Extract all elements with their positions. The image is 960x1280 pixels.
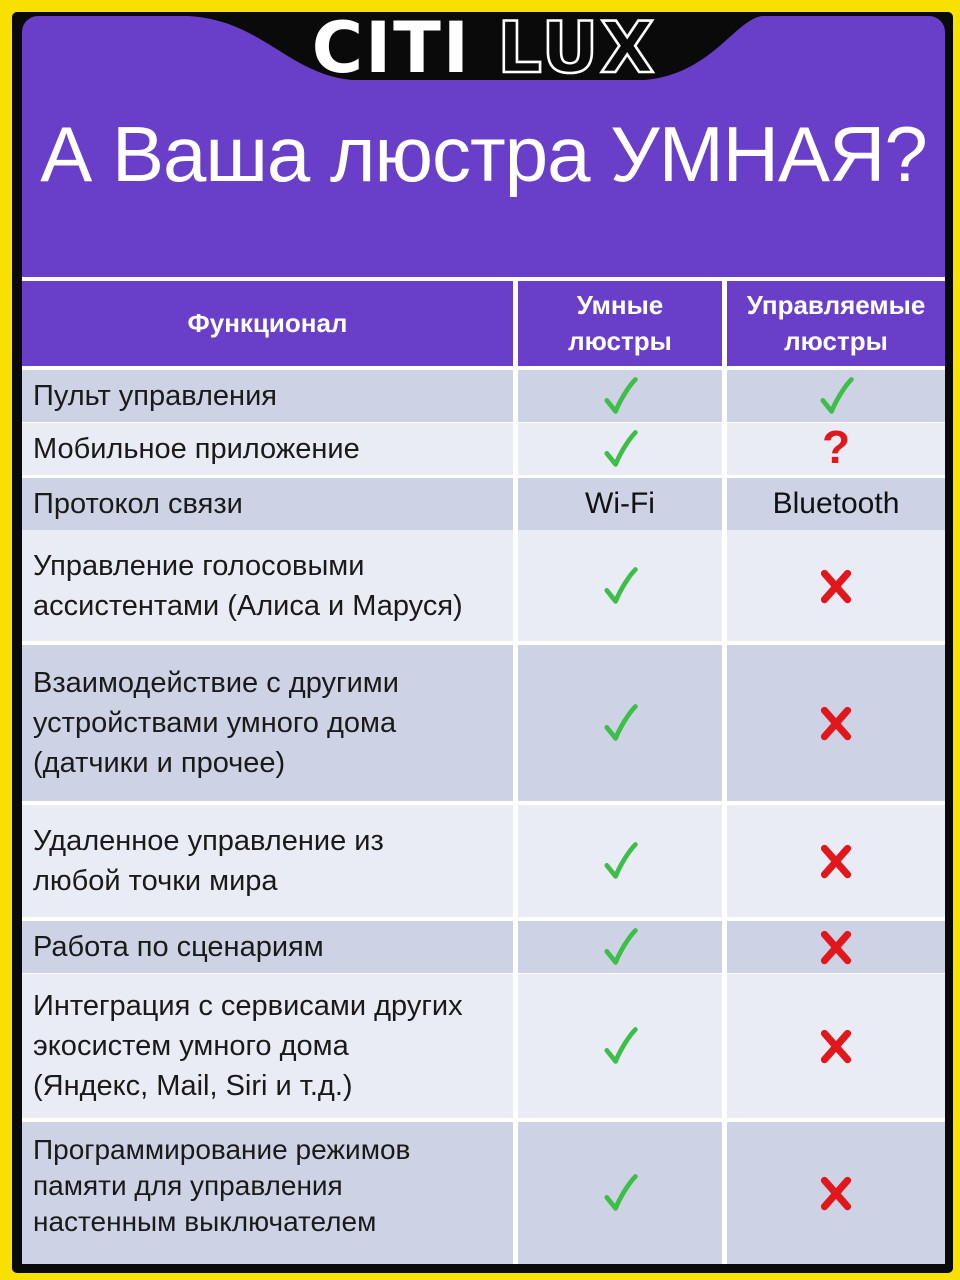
- smart-value-cell: [518, 1122, 722, 1264]
- managed-value-cell: [727, 530, 945, 642]
- protocol-value: Wi-Fi: [585, 486, 655, 520]
- feature-label-cell: Мобильное приложение: [22, 422, 513, 475]
- smart-value-cell: [518, 805, 722, 918]
- black-frame: CITI LUX А Ваша люстра УМНАЯ? Функционал…: [12, 12, 953, 1273]
- cross-icon: [820, 569, 852, 604]
- managed-value-cell: [727, 645, 945, 802]
- feature-label-cell: Интеграция с сервисами других экосистем …: [22, 974, 513, 1119]
- feature-label-cell: Программирование режимов памяти для упра…: [22, 1122, 513, 1264]
- managed-value-cell: [727, 921, 945, 974]
- check-icon: [604, 704, 638, 742]
- banner-curve: [188, 16, 762, 80]
- table-row: Удаленное управление из любой точки мира: [22, 805, 945, 918]
- feature-label-cell: Удаленное управление из любой точки мира: [22, 805, 513, 918]
- check-icon: [604, 566, 638, 604]
- smart-value-cell: [518, 921, 722, 974]
- managed-value-cell: ?: [727, 420, 945, 475]
- feature-label-cell: Взаимодействие с другими устройствами ум…: [22, 645, 513, 802]
- smart-value-cell: [518, 645, 722, 802]
- managed-value-cell: [727, 974, 945, 1119]
- cross-icon: [820, 707, 852, 741]
- header-cell-smart: Умные люстры: [518, 281, 722, 366]
- table-row: Работа по сценариям: [22, 921, 945, 974]
- citilux-logo: CITI LUX: [312, 16, 657, 82]
- smart-value-cell: Wi-Fi: [518, 477, 722, 530]
- check-icon: [604, 377, 638, 414]
- cross-icon: [820, 1176, 852, 1211]
- table-row: Управление голосовыми ассистентами (Алис…: [22, 530, 945, 642]
- managed-value-cell: Bluetooth: [727, 477, 945, 530]
- check-icon: [604, 842, 638, 880]
- check-icon: [604, 928, 638, 966]
- managed-value-cell: [727, 805, 945, 918]
- managed-value-cell: [727, 1122, 945, 1264]
- cross-icon: [820, 1029, 852, 1064]
- table-row: Пульт управления: [22, 370, 945, 423]
- table-row: Программирование режимов памяти для упра…: [22, 1122, 945, 1264]
- protocol-value: Bluetooth: [772, 486, 900, 520]
- logo-citi: CITI: [312, 16, 471, 82]
- table-header-row: Функционал Умные люстры Управляемые люст…: [22, 281, 945, 366]
- cross-icon: [820, 931, 852, 965]
- table-row: Интеграция с сервисами других экосистем …: [22, 974, 945, 1119]
- header-cell-managed: Управляемые люстры: [727, 281, 945, 366]
- smart-value-cell: [518, 370, 722, 423]
- check-icon: [820, 377, 854, 414]
- question-mark-icon: ?: [821, 420, 851, 473]
- cross-icon: [820, 845, 852, 879]
- smart-value-cell: [518, 974, 722, 1119]
- smart-value-cell: [518, 422, 722, 475]
- check-icon: [604, 1174, 638, 1211]
- feature-label-cell: Протокол связи: [22, 477, 513, 530]
- smart-value-cell: [518, 530, 722, 642]
- table-row: Протокол связи Wi-Fi Bluetooth: [22, 477, 945, 530]
- purple-panel: CITI LUX А Ваша люстра УМНАЯ? Функционал…: [22, 16, 945, 1264]
- logo-banner: CITI LUX: [188, 16, 762, 82]
- managed-value-cell: [727, 370, 945, 423]
- header-cell-feature: Функционал: [22, 281, 513, 366]
- table-row: Мобильное приложение ?: [22, 420, 945, 475]
- feature-label-cell: Работа по сценариям: [22, 921, 513, 974]
- check-icon: [604, 429, 638, 467]
- page-title: А Ваша люстра УМНАЯ?: [40, 110, 927, 198]
- feature-label-cell: Пульт управления: [22, 370, 513, 423]
- feature-label-cell: Управление голосовыми ассистентами (Алис…: [22, 530, 513, 642]
- logo-lux: LUX: [497, 16, 656, 82]
- comparison-table: Функционал Умные люстры Управляемые люст…: [22, 277, 945, 1264]
- table-row: Взаимодействие с другими устройствами ум…: [22, 645, 945, 802]
- check-icon: [604, 1027, 638, 1064]
